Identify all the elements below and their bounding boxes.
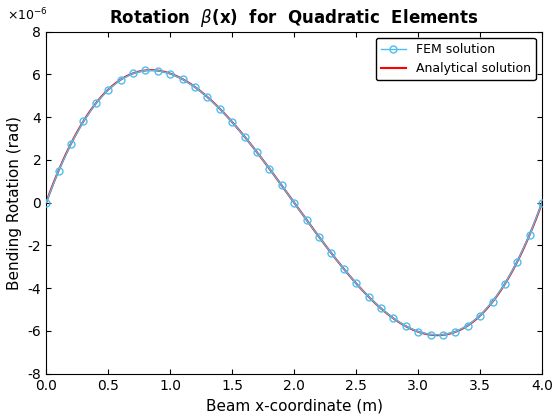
FEM solution (514, 259, 521, 264)
Analytical solution (435, 333, 441, 338)
FEM solution (377, 306, 384, 311)
FEM solution (489, 299, 496, 304)
Legend: FEM solution, Analytical solution: FEM solution, Analytical solution (376, 38, 536, 80)
FEM solution (204, 94, 211, 100)
FEM solution (167, 71, 174, 76)
FEM solution (415, 329, 422, 334)
FEM solution (502, 281, 508, 286)
Analytical solution (312, 230, 319, 235)
Title: Rotation  $\beta$(x)  for  Quadratic  Elements: Rotation $\beta$(x) for Quadratic Elemen… (109, 7, 479, 29)
Y-axis label: Bending Rotation (rad): Bending Rotation (rad) (7, 116, 22, 290)
FEM solution (303, 217, 310, 222)
FEM solution (43, 200, 49, 205)
FEM solution (440, 332, 446, 337)
FEM solution (526, 232, 533, 237)
FEM solution (266, 166, 273, 171)
FEM solution (402, 324, 409, 329)
FEM solution (228, 119, 235, 124)
Analytical solution (147, 68, 154, 73)
Analytical solution (539, 200, 545, 205)
Analytical solution (529, 226, 535, 231)
Analytical solution (282, 189, 289, 194)
FEM solution (192, 84, 198, 89)
FEM solution (92, 101, 99, 106)
FEM solution (129, 71, 136, 76)
FEM solution (254, 150, 260, 155)
FEM solution (117, 77, 124, 82)
Analytical solution (279, 184, 286, 189)
X-axis label: Beam x-coordinate (m): Beam x-coordinate (m) (206, 398, 382, 413)
FEM solution (353, 281, 360, 286)
Line: Analytical solution: Analytical solution (46, 70, 542, 335)
FEM solution (155, 68, 161, 73)
Text: $\times10^{-6}$: $\times10^{-6}$ (7, 7, 48, 24)
FEM solution (427, 332, 434, 337)
FEM solution (365, 294, 372, 299)
FEM solution (241, 134, 248, 139)
FEM solution (328, 251, 335, 256)
FEM solution (68, 141, 74, 146)
FEM solution (105, 87, 111, 92)
FEM solution (216, 106, 223, 111)
FEM solution (390, 316, 396, 321)
FEM solution (291, 200, 297, 205)
Analytical solution (43, 200, 49, 205)
Line: FEM solution: FEM solution (43, 67, 545, 339)
FEM solution (464, 323, 471, 328)
Analytical solution (339, 265, 346, 270)
FEM solution (315, 234, 322, 239)
FEM solution (452, 329, 459, 334)
FEM solution (477, 313, 483, 318)
FEM solution (142, 68, 148, 73)
FEM solution (80, 119, 87, 124)
FEM solution (179, 76, 186, 81)
FEM solution (340, 266, 347, 271)
FEM solution (55, 168, 62, 173)
FEM solution (539, 200, 545, 205)
Analytical solution (451, 330, 458, 335)
FEM solution (278, 183, 285, 188)
